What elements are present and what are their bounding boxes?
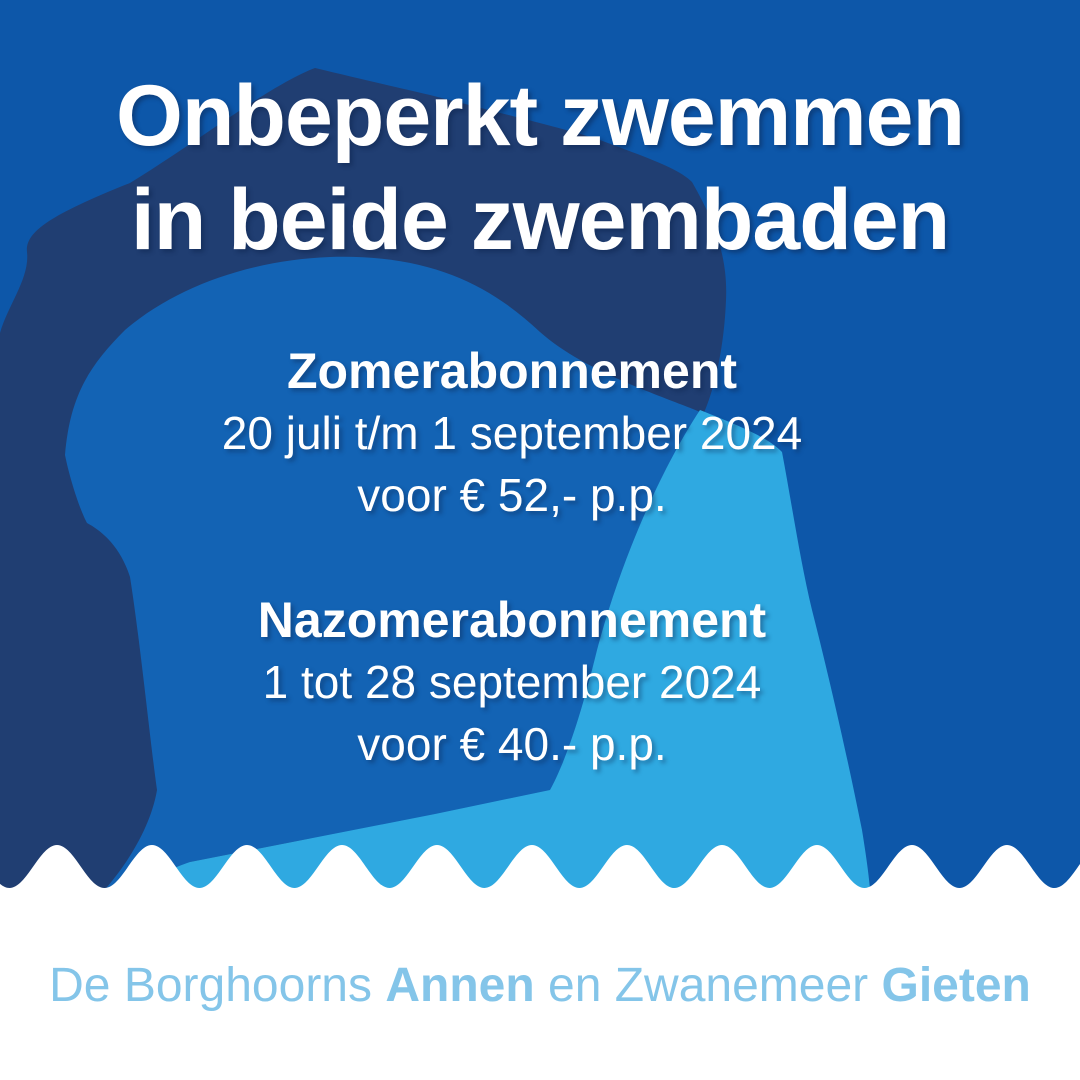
footer-pool-annen: Annen	[385, 959, 535, 1012]
poster-title-line2: in beide zwembaden	[130, 172, 950, 268]
footer-pool-gieten: Gieten	[881, 959, 1031, 1012]
section-price: voor € 52,- p.p.	[357, 469, 667, 521]
section-dates: 1 tot 28 september 2024	[262, 656, 762, 708]
section-title: Nazomerabonnement	[257, 592, 767, 648]
pools-footer: De Borghoorns Annen en Zwanemeer Gieten	[0, 958, 1080, 1014]
center-blob-shape	[65, 256, 700, 900]
section-zomerabonnement: Zomerabonnement 20 juli t/m 1 september …	[0, 340, 1024, 526]
footer-text-part2: en Zwanemeer	[534, 959, 882, 1012]
sky-funnel-shape	[140, 410, 871, 900]
poster-title: Onbeperkt zwemmen in beide zwembaden	[0, 64, 1080, 272]
section-price: voor € 40.- p.p.	[357, 718, 667, 770]
poster-title-line1: Onbeperkt zwemmen	[116, 68, 965, 164]
section-title: Zomerabonnement	[286, 343, 738, 399]
section-nazomerabonnement: Nazomerabonnement 1 tot 28 september 202…	[0, 589, 1024, 775]
wave-edge-shape	[0, 845, 1080, 1080]
footer-text-part1: De Borghoorns	[49, 959, 386, 1012]
section-dates: 20 juli t/m 1 september 2024	[221, 407, 803, 459]
